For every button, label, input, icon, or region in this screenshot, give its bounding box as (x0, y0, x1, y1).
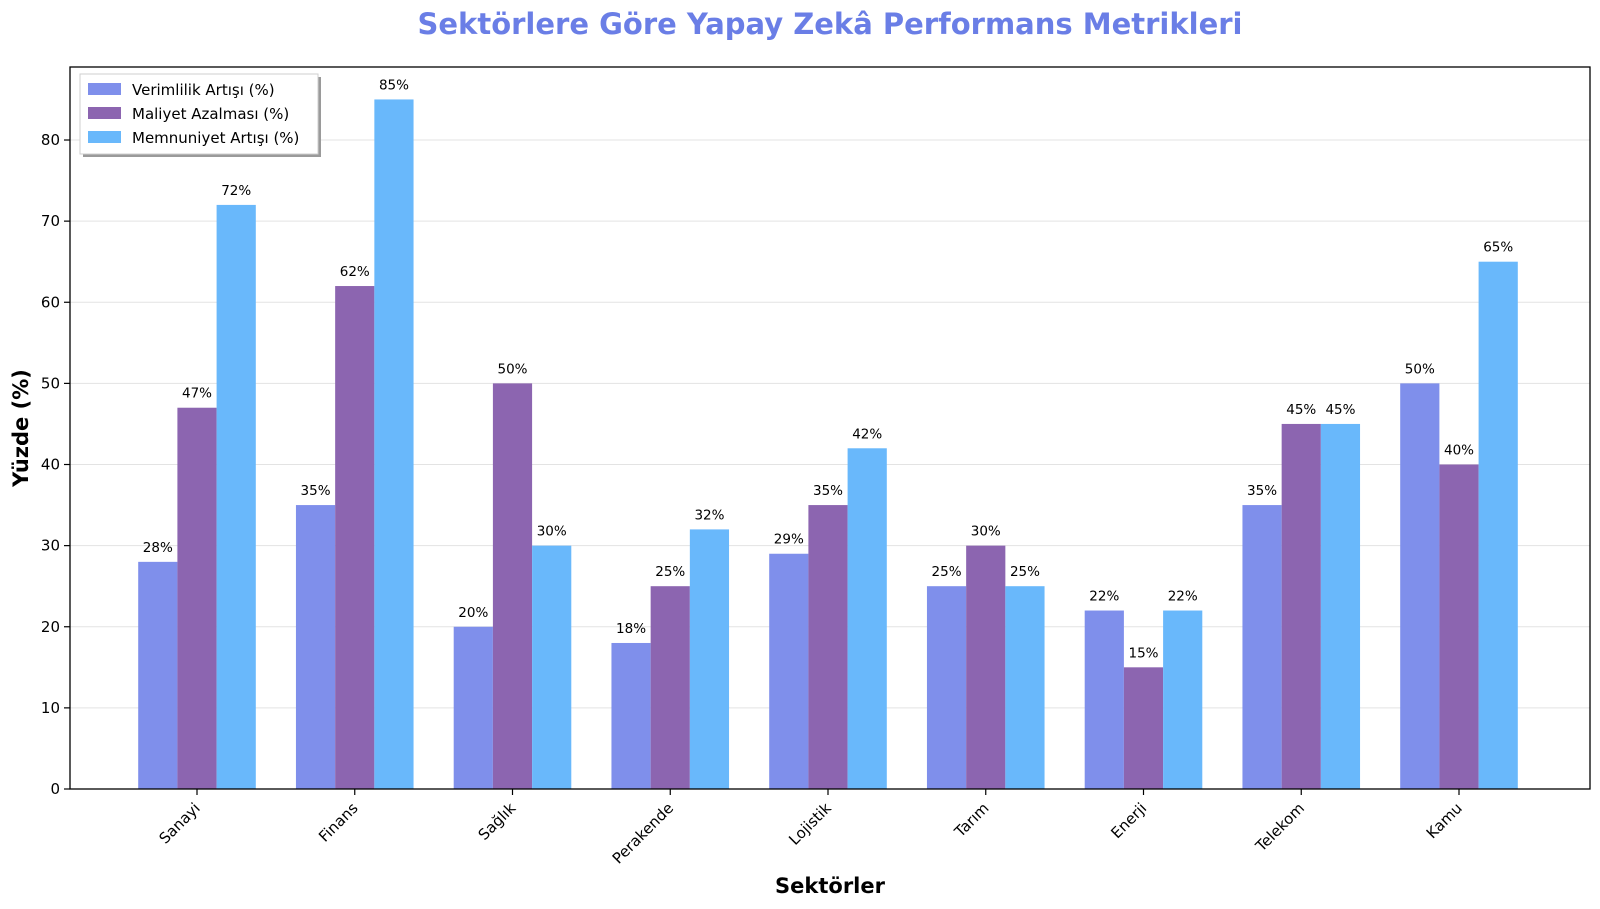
legend-swatch-3 (88, 131, 121, 143)
legend-label-1: Verimlilik Artışı (%) (132, 81, 275, 99)
x-axis-title: Sektörler (775, 874, 886, 898)
bar-3-1 (216, 204, 256, 790)
legend: Verimlilik Artışı (%) Maliyet Azalması (%… (79, 73, 321, 157)
plot-area (69, 66, 1591, 790)
bar-1-9 (1400, 383, 1440, 789)
y-tick-label: 80 (41, 131, 60, 149)
y-tick-label: 40 (41, 456, 60, 474)
bar-3-9 (1478, 261, 1518, 789)
x-tick-label: Tarım (950, 799, 992, 841)
y-tick-label: 0 (50, 780, 60, 798)
bar-1-1 (138, 561, 178, 789)
data-label: 62% (340, 264, 370, 280)
x-axis: Sanayi Finans Sağlık Perakende Lojistik Tarım… (155, 789, 1466, 868)
bar-1-8 (1242, 505, 1282, 789)
bar-1-7 (1084, 610, 1124, 789)
data-label: 47% (182, 386, 212, 402)
y-tick-label: 30 (41, 537, 60, 555)
bar-2-9 (1439, 464, 1479, 789)
data-label: 32% (694, 507, 724, 523)
x-tick-label: Sanayi (155, 799, 203, 847)
bar-1-6 (926, 586, 967, 789)
data-label: 22% (1089, 589, 1119, 605)
bar-2-1 (177, 407, 217, 789)
data-label: 18% (616, 621, 646, 637)
data-label: 65% (1483, 240, 1513, 256)
bar-2-2 (335, 286, 375, 789)
data-label: 85% (379, 77, 409, 93)
bar-3-4 (689, 529, 730, 789)
bar-3-5 (847, 448, 887, 789)
data-label: 20% (458, 605, 488, 621)
bar-2-7 (1123, 667, 1164, 789)
data-labels: 28% 47% 72% 35% 62% 85% 20% 50% 30% 18% 25% 32% 29% 3… (143, 77, 1514, 661)
x-tick-label: Kamu (1423, 799, 1466, 842)
data-label: 45% (1325, 402, 1355, 418)
bar-3-7 (1163, 610, 1203, 789)
data-label: 35% (813, 483, 843, 499)
data-label: 25% (932, 564, 962, 580)
bar-2-4 (650, 586, 690, 789)
bar-1-3 (453, 626, 493, 789)
x-tick-label: Perakende (609, 799, 677, 867)
data-label: 40% (1444, 443, 1474, 459)
bar-1-2 (295, 505, 336, 789)
bar-2-6 (966, 545, 1006, 789)
chart-title: Sektörlere Göre Yapay Zekâ Performans Me… (417, 7, 1242, 41)
y-tick-label: 50 (41, 374, 60, 392)
data-label: 35% (1247, 483, 1277, 499)
x-tick-label: Finans (315, 799, 362, 846)
bar-3-6 (1005, 586, 1045, 789)
bar-2-5 (808, 505, 848, 789)
bar-3-3 (532, 545, 572, 789)
bar-3-2 (374, 99, 414, 789)
data-label: 50% (1405, 361, 1435, 377)
y-axis: 0 10 20 30 40 50 60 70 80 (41, 131, 70, 798)
legend-swatch-1 (88, 83, 121, 95)
x-tick-label: Telekom (1251, 799, 1308, 856)
y-tick-label: 70 (41, 212, 60, 230)
data-label: 25% (1010, 564, 1040, 580)
y-tick-label: 20 (41, 618, 60, 636)
bar-3-8 (1320, 423, 1361, 789)
bars (138, 99, 1518, 790)
data-label: 50% (497, 361, 527, 377)
bar-2-8 (1281, 423, 1321, 789)
legend-label-3: Memnuniyet Artışı (%) (132, 129, 299, 147)
y-tick-label: 60 (41, 293, 60, 311)
bar-1-5 (769, 553, 809, 789)
data-label: 35% (301, 483, 331, 499)
bar-2-3 (492, 383, 533, 789)
data-label: 15% (1128, 645, 1158, 661)
x-tick-label: Enerji (1107, 799, 1150, 842)
data-label: 42% (852, 426, 882, 442)
data-label: 29% (774, 532, 804, 548)
data-label: 22% (1168, 589, 1198, 605)
data-label: 30% (537, 524, 567, 540)
bar-1-4 (611, 642, 651, 789)
y-axis-title: Yüzde (%) (9, 369, 33, 488)
y-tick-label: 10 (41, 699, 60, 717)
data-label: 45% (1286, 402, 1316, 418)
x-tick-label: Sağlık (475, 799, 520, 844)
data-label: 25% (655, 564, 685, 580)
data-label: 30% (971, 524, 1001, 540)
data-label: 72% (221, 183, 251, 199)
data-label: 28% (143, 540, 173, 556)
legend-swatch-2 (88, 107, 121, 119)
legend-label-2: Maliyet Azalması (%) (132, 105, 289, 123)
x-tick-label: Lojistik (785, 799, 835, 849)
